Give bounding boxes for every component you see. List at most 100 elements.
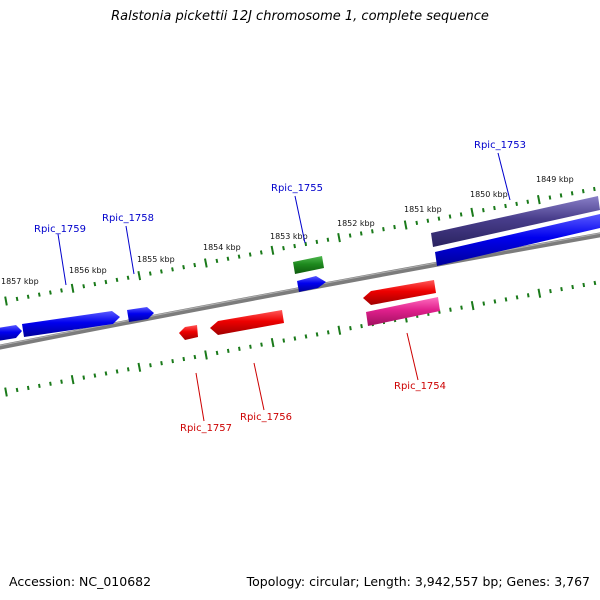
gene-bar-rpic-1753-purple[interactable] [431,196,600,247]
gene-label-rpic-1755[interactable]: Rpic_1755 [271,183,323,194]
outer-track-minor-tick [559,193,563,198]
gene-label-rpic-1757[interactable]: Rpic_1757 [180,423,232,434]
inner-track-minor-tick [171,359,174,364]
leader-line-rpic-1756 [253,362,265,411]
inner-track-major-tick [470,301,475,311]
tick-label: 1857 kbp [1,277,39,286]
inner-track-minor-tick [249,344,252,349]
inner-track-minor-tick [515,295,519,300]
outer-track-minor-tick [126,275,130,280]
inner-track-minor-tick [560,287,563,292]
gene-arrow-rpic-1755[interactable] [297,276,326,292]
outer-track-minor-tick [515,201,518,206]
gene-arrow-rpic-1760[interactable] [0,325,22,341]
inner-track-minor-tick [38,383,41,388]
inner-track-minor-tick [182,356,186,362]
inner-track-minor-tick [260,342,263,347]
map-title: Ralstonia pickettii 12J chromosome 1, co… [111,9,489,24]
outer-track-minor-tick [193,262,197,268]
outer-track-minor-tick [304,241,308,247]
tick-label: 1849 kbp [536,175,574,184]
inner-track-minor-tick [82,375,86,380]
outer-track-major-tick [204,258,208,268]
outer-track-major-tick [537,195,541,205]
tick-label: 1852 kbp [337,219,375,228]
inner-track-major-tick [70,375,75,385]
inner-track-minor-tick [504,297,508,302]
outer-track-minor-tick [93,281,97,287]
inner-track-major-tick [270,338,275,348]
outer-track-minor-tick [237,254,241,259]
inner-track-minor-tick [571,284,574,290]
inner-track-minor-tick [349,326,352,331]
gene-arrow-rpic-1757[interactable] [179,325,198,340]
outer-track-minor-tick [393,224,396,230]
plus-strand-genes [0,196,600,341]
leader-line-rpic-1755 [294,195,306,244]
outer-track-minor-tick [248,252,252,257]
inner-track-minor-tick [326,330,330,335]
outer-track-minor-tick [548,195,552,200]
outer-track-minor-tick [259,250,263,255]
label-leader-lines [57,152,511,422]
outer-track-minor-tick [526,199,530,204]
inner-track-major-tick [137,362,142,372]
inner-track-minor-tick [115,369,119,374]
gene-arrow-rpic-1758[interactable] [127,307,154,322]
gene-bar-rpic-1753-blue[interactable] [435,214,600,266]
gene-arrow-rpic-1756[interactable] [210,310,284,335]
outer-track-minor-tick [426,218,430,223]
inner-track-minor-tick [149,363,152,368]
gene-arrow-rpic-1755-green[interactable] [293,256,324,274]
outer-track-minor-tick [26,294,30,299]
inner-track-minor-tick [15,387,19,393]
gene-labels: Rpic_1759 Rpic_1758 Rpic_1755 Rpic_1753 … [34,140,526,434]
outer-track-major-tick [70,283,75,293]
outer-track-minor-tick [359,231,363,236]
outer-track-minor-tick [504,203,507,209]
outer-track-minor-tick [115,277,119,283]
outer-track-minor-tick [82,284,86,289]
gene-arrow-rpic-1754-red[interactable] [363,280,436,305]
inner-track-minor-tick [582,282,586,288]
gene-label-rpic-1759[interactable]: Rpic_1759 [34,224,86,235]
tick-label: 1856 kbp [69,266,107,275]
accession-label: Accession: NC_010682 [9,574,152,589]
inner-track-minor-tick [104,371,108,376]
outer-track-minor-tick [182,265,185,270]
outer-track-major-tick [337,233,341,243]
inner-track-minor-tick [360,324,363,329]
outer-track-minor-tick [171,267,174,272]
outer-track-minor-tick [326,237,330,242]
outer-track-minor-tick [593,186,596,192]
outer-track-minor-tick [160,269,163,274]
inner-track-minor-tick [126,367,130,372]
gene-bar-rpic-1754-pink[interactable] [366,297,440,326]
outer-track-major-tick [403,220,408,230]
gene-label-rpic-1756[interactable]: Rpic_1756 [240,412,292,423]
inner-track-minor-tick [26,385,30,391]
inner-track-minor-tick [238,346,241,351]
tick-label: 1855 kbp [137,255,175,264]
gene-label-rpic-1754[interactable]: Rpic_1754 [394,381,446,392]
inner-track-minor-tick [449,307,452,312]
gene-label-rpic-1753[interactable]: Rpic_1753 [474,140,526,151]
inner-track-minor-tick [193,354,197,360]
outer-track-minor-tick [49,290,52,295]
leader-line-rpic-1759 [57,233,67,286]
inner-track-minor-tick [93,373,97,378]
gene-label-rpic-1758[interactable]: Rpic_1758 [102,213,154,224]
tick-label: 1850 kbp [470,190,508,199]
outer-track-minor-tick [448,214,452,219]
outer-track-minor-tick [382,227,385,232]
inner-track-minor-tick [526,293,530,298]
inner-track-minor-tick [293,336,297,341]
gene-arrow-rpic-1759[interactable] [22,311,120,337]
outer-track-major-tick [470,207,475,217]
leader-line-rpic-1754 [406,332,419,381]
inner-track-minor-tick [160,361,163,366]
outer-track-minor-tick [482,208,485,213]
inner-track-major-tick [204,350,208,360]
leader-line-rpic-1753 [497,152,511,201]
